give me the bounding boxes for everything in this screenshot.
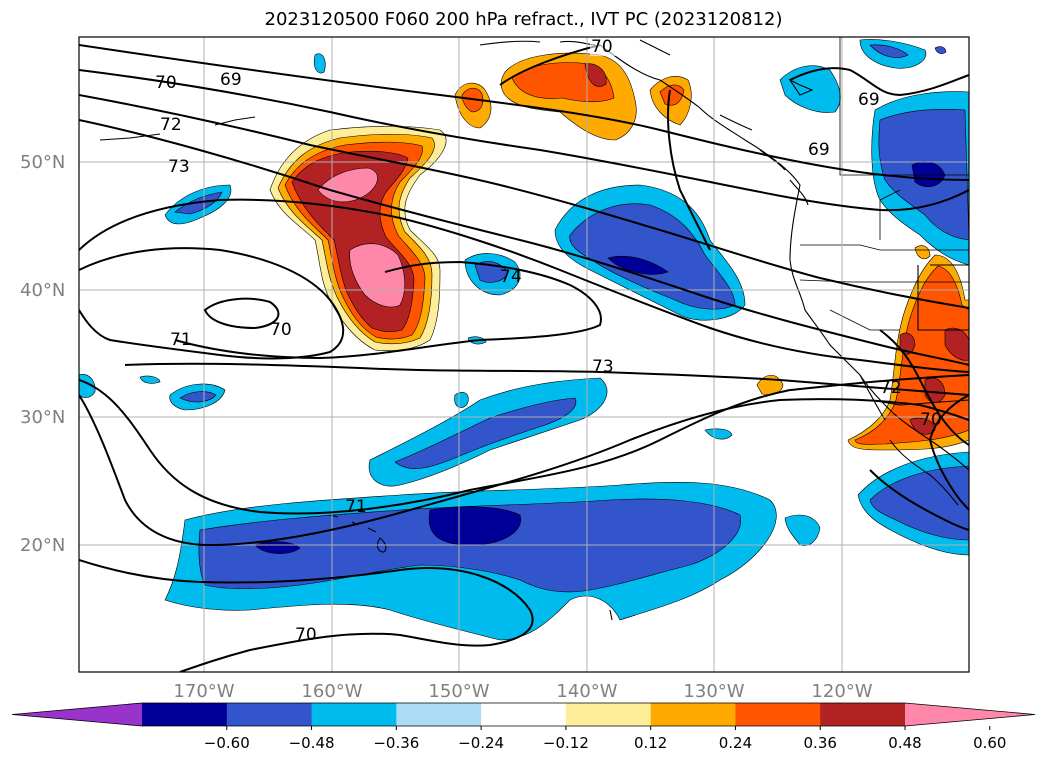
colorbar-segment	[820, 703, 906, 726]
contour-label: 73	[168, 157, 190, 177]
colorbar-tick-label: 0.60	[973, 734, 1006, 752]
lon-label: 120°W	[811, 681, 872, 702]
lon-label: 170°W	[173, 681, 234, 702]
lat-label: 30°N	[20, 407, 65, 428]
colorbar-tick-label: −0.24	[458, 734, 504, 752]
colorbar-segment	[565, 703, 652, 726]
map-frame	[78, 36, 970, 673]
colorbar-tick-label: 0.36	[804, 734, 837, 752]
lon-label: 130°W	[683, 681, 744, 702]
contour-label: 70	[920, 410, 942, 430]
colorbar-segment	[142, 703, 228, 726]
colorbar-outline	[11, 702, 1036, 727]
contour-label: 72	[160, 115, 182, 135]
colorbar-tick-label: −0.48	[289, 734, 335, 752]
colorbar-segment	[735, 703, 821, 726]
lat-label: 50°N	[20, 152, 65, 173]
colorbar-extend-min	[12, 703, 142, 726]
contour-label: 74	[500, 267, 522, 287]
colorbar-extend-max	[905, 703, 1035, 726]
colorbar-segment	[481, 703, 567, 726]
map-title: 2023120500 F060 200 hPa refract., IVT PC…	[264, 9, 783, 30]
contour-label: 70	[591, 37, 613, 57]
lat-label: 20°N	[20, 535, 65, 556]
colorbar-tick-label: −0.12	[543, 734, 589, 752]
gridlines	[79, 37, 969, 672]
colorbar-tick-label: 0.48	[888, 734, 921, 752]
map-content: 70 69 72 73 70 71 74 73 71 70 69 69 72 7…	[79, 37, 969, 672]
contour-label: 69	[858, 90, 880, 110]
contour-labels: 70 69 72 73 70 71 74 73 71 70 69 69 72 7…	[155, 37, 942, 645]
lon-label: 150°W	[428, 681, 489, 702]
colorbar-tick-label: 0.12	[634, 734, 667, 752]
contour-label: 70	[155, 73, 177, 93]
contour-label: 70	[295, 625, 317, 645]
contour-label: 70	[270, 320, 292, 340]
shaded-field	[79, 39, 969, 641]
colorbar-segment	[226, 703, 313, 726]
lat-label: 40°N	[20, 280, 65, 301]
lat-labels: 50°N 40°N 30°N 20°N	[20, 152, 65, 556]
contour-label: 73	[592, 357, 614, 377]
contour-lines	[79, 44, 969, 672]
colorbar-segment	[650, 703, 736, 726]
colorbar-tick-label: −0.36	[373, 734, 419, 752]
lon-labels: 170°W 160°W 150°W 140°W 130°W 120°W	[173, 681, 872, 702]
colorbar-segment	[396, 703, 482, 726]
contour-label: 69	[808, 140, 830, 160]
colorbar-segment	[311, 703, 397, 726]
contour-label: 69	[220, 70, 242, 90]
contour-label: 71	[345, 497, 367, 517]
colorbar-tick-label: 0.24	[719, 734, 752, 752]
contour-label: 71	[170, 330, 192, 350]
contour-label: 72	[880, 378, 902, 398]
lon-label: 160°W	[301, 681, 362, 702]
colorbar: −0.60 −0.48 −0.36 −0.24 −0.12 0.12 0.24 0.36 0.4…	[11, 702, 1036, 752]
colorbar-tick-label: −0.60	[204, 734, 250, 752]
lon-label: 140°W	[556, 681, 617, 702]
